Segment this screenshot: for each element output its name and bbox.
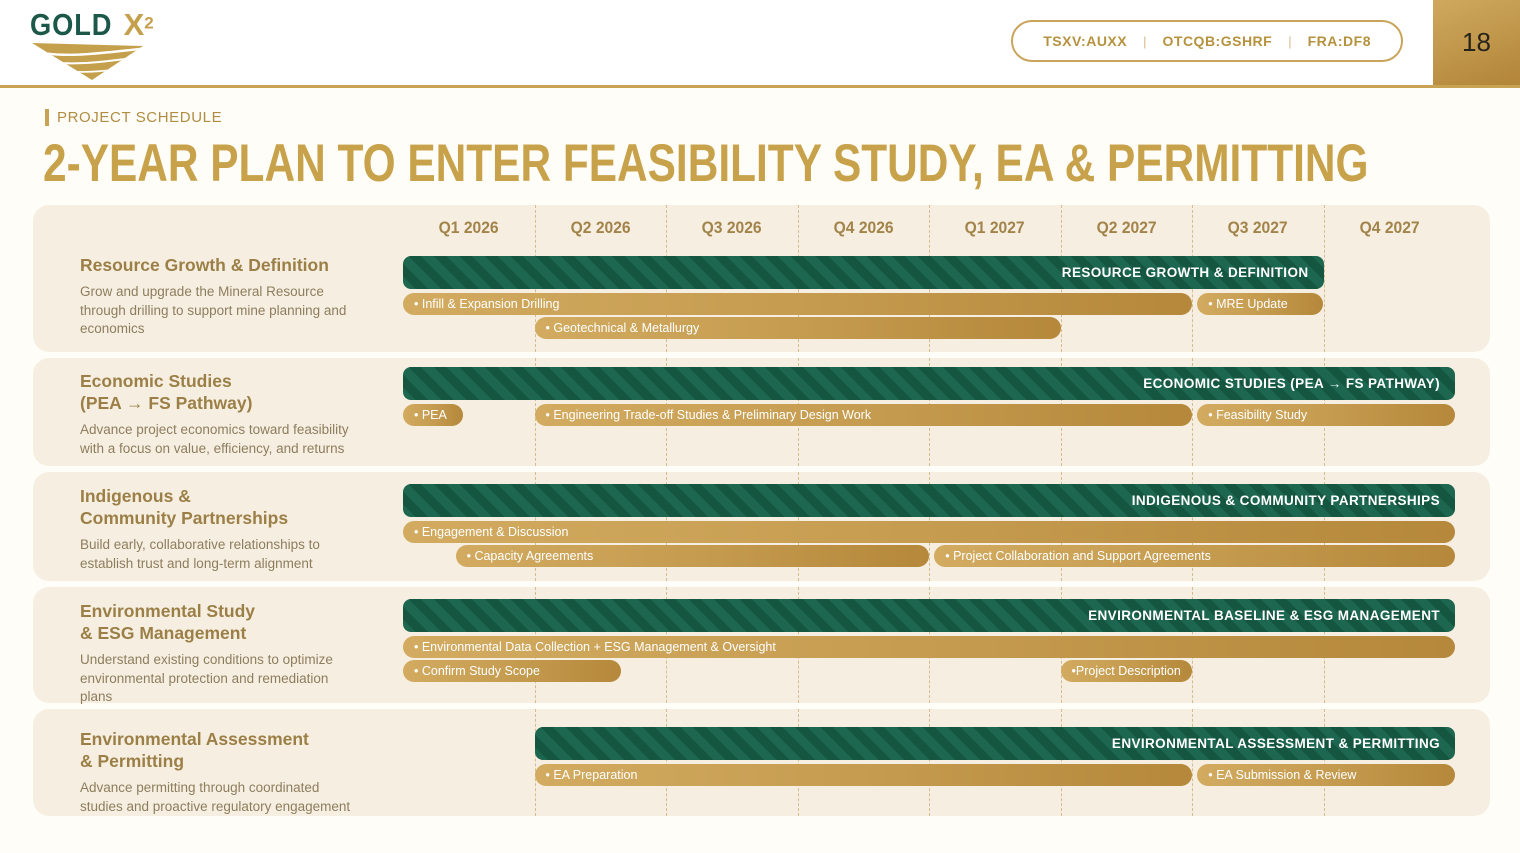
task-bar: • EA Preparation (534, 764, 1192, 786)
row-title: Resource Growth & Definition (80, 255, 329, 275)
task-bar: • Project Collaboration and Support Agre… (934, 545, 1455, 567)
phase-bar: INDIGENOUS & COMMUNITY PARTNERSHIPS (403, 484, 1455, 517)
phase-bar: ECONOMIC STUDIES (PEA → FS PATHWAY) (403, 367, 1455, 400)
quarter-gridline (1323, 709, 1325, 816)
quarter-gridline (534, 709, 536, 816)
row-title: Economic Studies (80, 371, 232, 391)
task-bar: • Environmental Data Collection + ESG Ma… (403, 636, 1455, 658)
row-title: (PEA → FS Pathway) (80, 393, 253, 414)
quarter-gridline (797, 709, 799, 816)
task-bar: • Confirm Study Scope (403, 660, 622, 682)
task-bar: • Capacity Agreements (455, 545, 929, 567)
ticker-item: FRA:DF8 (1307, 33, 1371, 49)
schedule-row-card: Environmental Assessment & Permitting Adva… (33, 709, 1490, 816)
eyebrow-label: PROJECT SCHEDULE (57, 109, 223, 126)
task-bar: •Project Description (1060, 660, 1192, 682)
row-description: Understand existing conditions to optimi… (80, 652, 333, 705)
phase-bar: ENVIRONMENTAL BASELINE & ESG MANAGEMENT (403, 599, 1455, 632)
ticker-separator: | (1288, 33, 1292, 49)
phase-bar: ENVIRONMENTAL ASSESSMENT & PERMITTING (534, 727, 1455, 760)
logo-exponent: 2 (144, 13, 154, 33)
eyebrow-bar (45, 109, 49, 126)
quarter-label: Q4 2027 (1359, 218, 1420, 237)
logo-text-green: GOLD (30, 7, 113, 42)
row-title: Community Partnerships (80, 508, 289, 529)
page-title: 2-YEAR PLAN TO ENTER FEASIBILITY STUDY, … (43, 134, 1369, 193)
row-title: Indigenous & (80, 486, 191, 506)
task-bar: • Engagement & Discussion (403, 521, 1455, 543)
row-label-zone: Economic Studies (PEA → FS Pathway) Advanc… (80, 370, 380, 458)
schedule-row-card: Economic Studies (PEA → FS Pathway) Advanc… (33, 358, 1490, 466)
row-description: Advance permitting through coordinated s… (80, 780, 351, 814)
logo-text-gold: X (123, 7, 145, 42)
schedule-row-card: Indigenous & Community Partnerships Build … (33, 472, 1490, 581)
title-area: PROJECT SCHEDULE 2-YEAR PLAN TO ENTER FE… (0, 88, 1520, 193)
task-bar: • Geotechnical & Metallurgy (534, 317, 1061, 339)
page-number-badge: 18 (1433, 0, 1520, 85)
ticker-item: OTCQB:GSHRF (1162, 33, 1273, 49)
quarter-gridline (1192, 358, 1193, 466)
ticker-item: TSXV:AUXX (1043, 33, 1128, 49)
logo-swoosh-icon (32, 43, 143, 80)
row-label-zone: Environmental Assessment & Permitting Adva… (80, 728, 380, 816)
task-bar: • PEA (403, 404, 464, 426)
quarter-label: Q2 2027 (1096, 218, 1157, 237)
phase-bar: RESOURCE GROWTH & DEFINITION (403, 256, 1324, 289)
quarter-label: Q4 2026 (833, 218, 894, 237)
row-label-zone: Environmental Study & ESG Management Under… (80, 600, 380, 707)
ticker-pill: TSXV:AUXX | OTCQB:GSHRF | FRA:DF8 (1011, 20, 1403, 62)
task-bar: • MRE Update (1197, 293, 1324, 315)
task-bar: • Engineering Trade-off Studies & Prelim… (534, 404, 1192, 426)
quarter-label: Q3 2027 (1227, 218, 1288, 237)
row-description: Build early, collaborative relationships… (80, 537, 320, 571)
quarter-gridline (1060, 709, 1062, 816)
quarter-gridline (666, 709, 667, 816)
quarter-label: Q3 2026 (701, 218, 762, 237)
quarter-gridline (1192, 709, 1193, 816)
row-label-zone: Indigenous & Community Partnerships Build … (80, 485, 380, 573)
row-title: & Permitting (80, 751, 185, 772)
brand-logo: GOLD X2 (30, 9, 154, 86)
row-title: & ESG Management (80, 623, 247, 644)
section-eyebrow: PROJECT SCHEDULE (45, 109, 1520, 126)
row-description: Grow and upgrade the Mineral Resource th… (80, 284, 347, 337)
row-label-zone: Resource Growth & Definition Grow and upg… (80, 254, 380, 339)
quarter-gridline (929, 709, 930, 816)
quarter-label: Q1 2027 (964, 218, 1025, 237)
ticker-separator: | (1143, 33, 1147, 49)
logo-text: GOLD X2 (30, 9, 154, 40)
quarter-gridline (1323, 205, 1325, 352)
project-schedule-gantt: Q1 2026 Q2 2026 Q3 2026 Q4 2026 Q1 2027 Q2 20… (33, 205, 1490, 822)
task-bar: • Feasibility Study (1197, 404, 1455, 426)
task-bar: • EA Submission & Review (1197, 764, 1455, 786)
quarter-label: Q2 2026 (570, 218, 631, 237)
header-bar: GOLD X2 TSXV:AUXX | OTCQB:GSHRF | FRA:DF8 18 (0, 0, 1520, 88)
schedule-row-card: Q1 2026 Q2 2026 Q3 2026 Q4 2026 Q1 2027 Q2 20… (33, 205, 1490, 352)
row-title: Environmental Assessment (80, 729, 309, 749)
row-description: Advance project economics toward feasibi… (80, 422, 349, 456)
quarter-label: Q1 2026 (438, 218, 499, 237)
task-bar: • Infill & Expansion Drilling (403, 293, 1192, 315)
schedule-row-card: Environmental Study & ESG Management Under… (33, 587, 1490, 704)
row-title: Environmental Study (80, 601, 256, 621)
